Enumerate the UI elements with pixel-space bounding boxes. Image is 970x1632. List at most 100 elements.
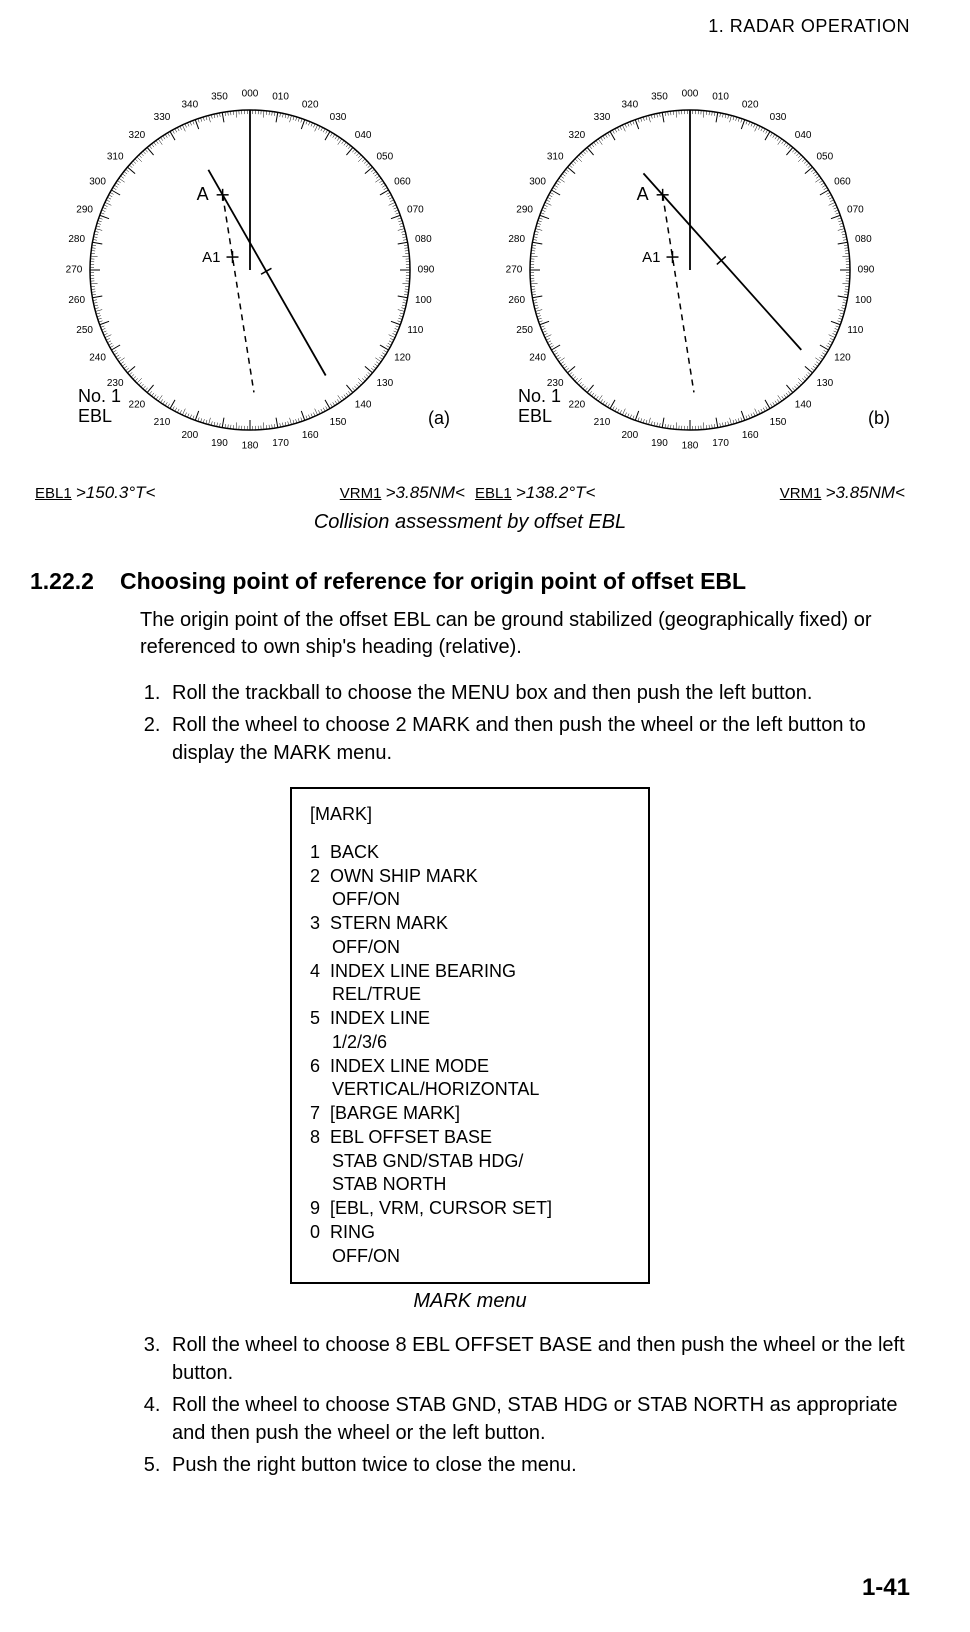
steps-list-before: Roll the trackball to choose the MENU bo…	[140, 679, 910, 767]
chapter-header: 1. RADAR OPERATION	[708, 16, 910, 37]
svg-text:110: 110	[847, 325, 863, 336]
svg-text:110: 110	[407, 325, 423, 336]
svg-text:170: 170	[712, 438, 729, 449]
svg-text:120: 120	[394, 353, 411, 364]
svg-text:350: 350	[211, 91, 228, 102]
svg-text:300: 300	[529, 177, 546, 188]
svg-text:020: 020	[742, 99, 759, 110]
mark-menu-item: 3 STERN MARK	[310, 912, 630, 936]
svg-text:200: 200	[181, 430, 198, 441]
step-item: Roll the wheel to choose STAB GND, STAB …	[166, 1391, 910, 1447]
svg-text:250: 250	[516, 325, 533, 336]
svg-text:280: 280	[68, 234, 85, 245]
svg-text:240: 240	[529, 353, 546, 364]
svg-text:000: 000	[682, 89, 699, 100]
svg-text:170: 170	[272, 438, 289, 449]
svg-text:220: 220	[129, 399, 146, 410]
svg-text:160: 160	[742, 430, 759, 441]
svg-text:150: 150	[330, 417, 347, 428]
svg-text:(a): (a)	[428, 408, 450, 428]
svg-text:330: 330	[594, 112, 611, 123]
svg-text:No. 1: No. 1	[518, 386, 561, 406]
svg-text:040: 040	[795, 130, 812, 141]
svg-text:270: 270	[506, 265, 523, 276]
svg-text:140: 140	[355, 399, 372, 410]
step-item: Roll the wheel to choose 8 EBL OFFSET BA…	[166, 1331, 910, 1387]
svg-text:160: 160	[302, 430, 319, 441]
svg-text:190: 190	[211, 438, 228, 449]
mark-menu-item: 0 RING	[310, 1221, 630, 1245]
svg-text:EBL: EBL	[78, 406, 112, 426]
svg-text:060: 060	[834, 177, 851, 188]
svg-text:330: 330	[154, 112, 171, 123]
svg-text:090: 090	[858, 265, 875, 276]
svg-text:A1: A1	[642, 249, 660, 266]
svg-text:210: 210	[594, 417, 611, 428]
svg-text:040: 040	[355, 130, 372, 141]
vrm1-readout-a: VRM1 >3.85NM<	[340, 483, 465, 503]
svg-text:050: 050	[816, 152, 833, 163]
svg-text:290: 290	[516, 204, 533, 215]
mark-menu-item: 1 BACK	[310, 841, 630, 865]
svg-text:030: 030	[770, 112, 787, 123]
section-heading: 1.22.2 Choosing point of reference for o…	[30, 568, 910, 595]
svg-text:070: 070	[847, 204, 864, 215]
ebl1-readout-b: EBL1 >138.2°T<	[475, 483, 595, 503]
mark-menu-item: 5 INDEX LINE	[310, 1007, 630, 1031]
svg-text:240: 240	[89, 353, 106, 364]
mark-menu-box: [MARK] 1 BACK2 OWN SHIP MARKOFF/ON3 STER…	[290, 787, 650, 1284]
readout-row-b: EBL1 >138.2°T< VRM1 >3.85NM<	[475, 483, 905, 503]
ebl1-readout-a: EBL1 >150.3°T<	[35, 483, 155, 503]
figure-a-cell: 0000100200300400500600700800901001101201…	[35, 70, 465, 503]
svg-text:140: 140	[795, 399, 812, 410]
svg-text:030: 030	[330, 112, 347, 123]
svg-text:340: 340	[621, 99, 638, 110]
mark-menu-item-sub: VERTICAL/HORIZONTAL	[310, 1078, 630, 1102]
figure-b-cell: 0000100200300400500600700800901001101201…	[475, 70, 905, 503]
svg-text:150: 150	[770, 417, 787, 428]
svg-text:No. 1: No. 1	[78, 386, 121, 406]
mark-menu-item-sub: STAB NORTH	[310, 1173, 630, 1197]
mark-menu-item-sub: 1/2/3/6	[310, 1031, 630, 1055]
mark-menu-item: 7 [BARGE MARK]	[310, 1102, 630, 1126]
svg-text:180: 180	[682, 441, 699, 452]
svg-text:020: 020	[302, 99, 319, 110]
svg-text:320: 320	[129, 130, 146, 141]
svg-text:090: 090	[418, 265, 435, 276]
svg-text:A1: A1	[202, 249, 220, 266]
mark-menu-item-sub: OFF/ON	[310, 936, 630, 960]
svg-text:(b): (b)	[868, 408, 890, 428]
mark-menu-item-sub: OFF/ON	[310, 1245, 630, 1269]
section-number: 1.22.2	[30, 568, 120, 595]
svg-text:250: 250	[76, 325, 93, 336]
mark-menu-item: 6 INDEX LINE MODE	[310, 1055, 630, 1079]
page-number: 1-41	[862, 1574, 910, 1602]
svg-text:350: 350	[651, 91, 668, 102]
radar-figure-a: 0000100200300400500600700800901001101201…	[35, 70, 465, 470]
vrm1-readout-b: VRM1 >3.85NM<	[780, 483, 905, 503]
svg-text:050: 050	[376, 152, 393, 163]
svg-text:100: 100	[855, 295, 872, 306]
svg-text:290: 290	[76, 204, 93, 215]
step-item: Roll the trackball to choose the MENU bo…	[166, 679, 910, 707]
mark-menu-caption: MARK menu	[30, 1290, 910, 1313]
svg-text:A: A	[197, 184, 209, 204]
svg-text:A: A	[637, 184, 649, 204]
mark-menu-item-sub: REL/TRUE	[310, 983, 630, 1007]
mark-menu-item-sub: STAB GND/STAB HDG/	[310, 1150, 630, 1174]
svg-text:130: 130	[376, 378, 393, 389]
svg-text:010: 010	[272, 91, 289, 102]
svg-text:EBL: EBL	[518, 406, 552, 426]
mark-menu-item: 9 [EBL, VRM, CURSOR SET]	[310, 1197, 630, 1221]
mark-menu-item-sub: OFF/ON	[310, 888, 630, 912]
svg-text:210: 210	[154, 417, 171, 428]
svg-text:000: 000	[242, 89, 259, 100]
svg-text:310: 310	[547, 152, 564, 163]
steps-list-after: Roll the wheel to choose 8 EBL OFFSET BA…	[140, 1331, 910, 1479]
svg-text:120: 120	[834, 353, 851, 364]
step-item: Roll the wheel to choose 2 MARK and then…	[166, 711, 910, 767]
mark-menu-title: [MARK]	[310, 803, 630, 827]
figure-caption: Collision assessment by offset EBL	[30, 511, 910, 534]
svg-text:340: 340	[181, 99, 198, 110]
section-title: Choosing point of reference for origin p…	[120, 568, 910, 595]
